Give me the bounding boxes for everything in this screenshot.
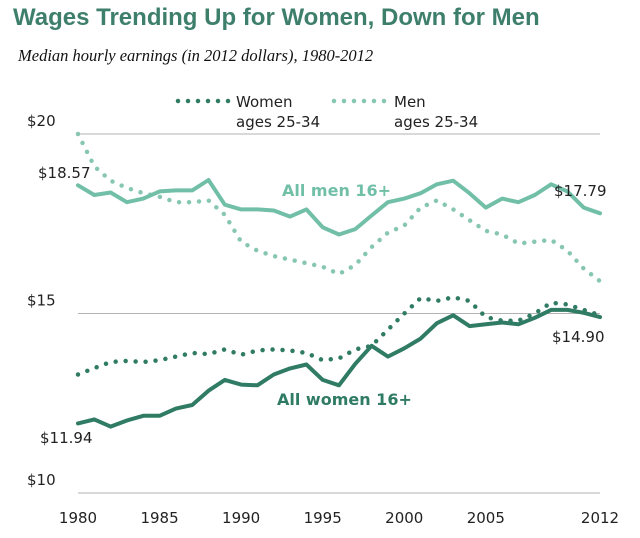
all-women-series-label: All women 16+ [277,390,412,409]
x-tick-label: 2000 [385,509,423,527]
gridlines [78,133,600,494]
x-tick-label: 2012 [581,509,619,527]
y-tick-label: $20 [27,112,56,130]
women-start-value-label: $11.94 [40,429,93,447]
women-25-34-line [75,295,603,377]
men-25-34-line [75,131,603,284]
y-tick-label: $10 [27,471,56,489]
men-start-value-label: $18.57 [38,164,91,182]
series-lines [75,131,603,429]
x-tick-label: 1985 [140,509,178,527]
x-tick-label: 2005 [467,509,505,527]
legend-women-label: Women [236,93,292,111]
legend: Women ages 25-34 Men ages 25-34 [175,93,478,131]
y-tick-label: $15 [27,292,56,310]
all-men-series-label: All men 16+ [282,181,391,200]
chart-title: Wages Trending Up for Women, Down for Me… [13,4,540,31]
annotations: $18.57 $17.79 $11.94 $14.90 All men 16+ … [38,164,607,447]
women-end-value-label: $14.90 [552,328,605,346]
chart-subtitle: Median hourly earnings (in 2012 dollars)… [18,46,374,65]
all-men-line [76,178,602,237]
legend-men-label: Men [394,93,426,111]
men-end-value-label: $17.79 [554,182,607,200]
all-women-line [76,307,602,429]
x-tick-label: 1990 [222,509,260,527]
x-tick-label: 1980 [59,509,97,527]
legend-men-label-line2: ages 25-34 [394,113,478,131]
legend-women-label-line2: ages 25-34 [236,113,320,131]
x-tick-label: 1995 [304,509,342,527]
axes: $10 $15 $20 1980 1985 1990 1995 2000 2005 2012 [27,112,619,527]
